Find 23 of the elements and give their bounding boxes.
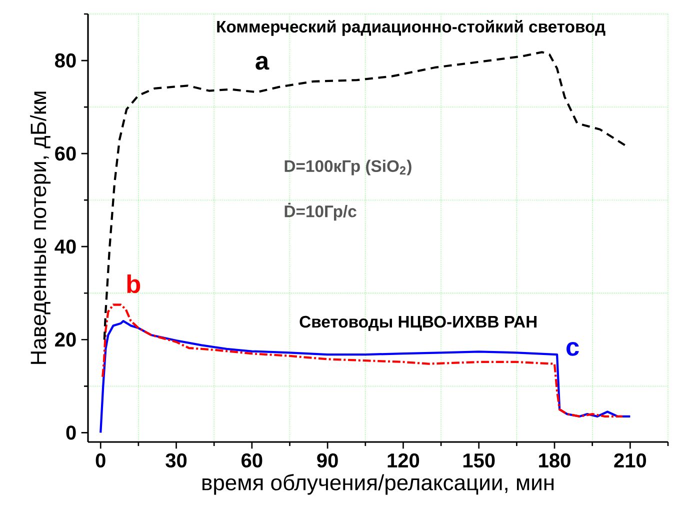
y-axis-title: Наведенные потери, дБ/км — [30, 92, 51, 364]
x-tick-label: 30 — [166, 453, 187, 468]
y-tick-label: 40 — [54, 240, 76, 254]
annotation: Световоды НЦВО-ИХВВ РАН — [300, 316, 536, 331]
annotation: Ḋ=10Гр/с — [284, 202, 356, 221]
y-tick-label: 0 — [66, 426, 76, 440]
annotation: D=100кГр (SiO$_{2}$) — [284, 160, 412, 176]
series-label: a — [256, 56, 270, 70]
series-label: c — [566, 342, 579, 356]
annotation: Коммерческий радиационно-стойкий световод — [217, 20, 606, 36]
x-tick-label: 180 — [539, 453, 570, 468]
line-series — [103, 51, 628, 341]
series-label: b — [127, 274, 140, 294]
x-axis-title: время облучения/релаксации, мин — [202, 474, 554, 495]
x-tick-label: 90 — [317, 453, 338, 468]
x-tick-label: 60 — [242, 453, 262, 468]
y-tick-label: 60 — [55, 146, 76, 161]
y-tick-label: 20 — [55, 332, 76, 347]
y-tick-label: 80 — [55, 53, 76, 68]
x-tick-label: 120 — [388, 453, 420, 468]
x-tick-label: 150 — [463, 453, 495, 468]
x-tick-label: 210 — [614, 453, 646, 468]
x-tick-label: 0 — [96, 453, 106, 468]
